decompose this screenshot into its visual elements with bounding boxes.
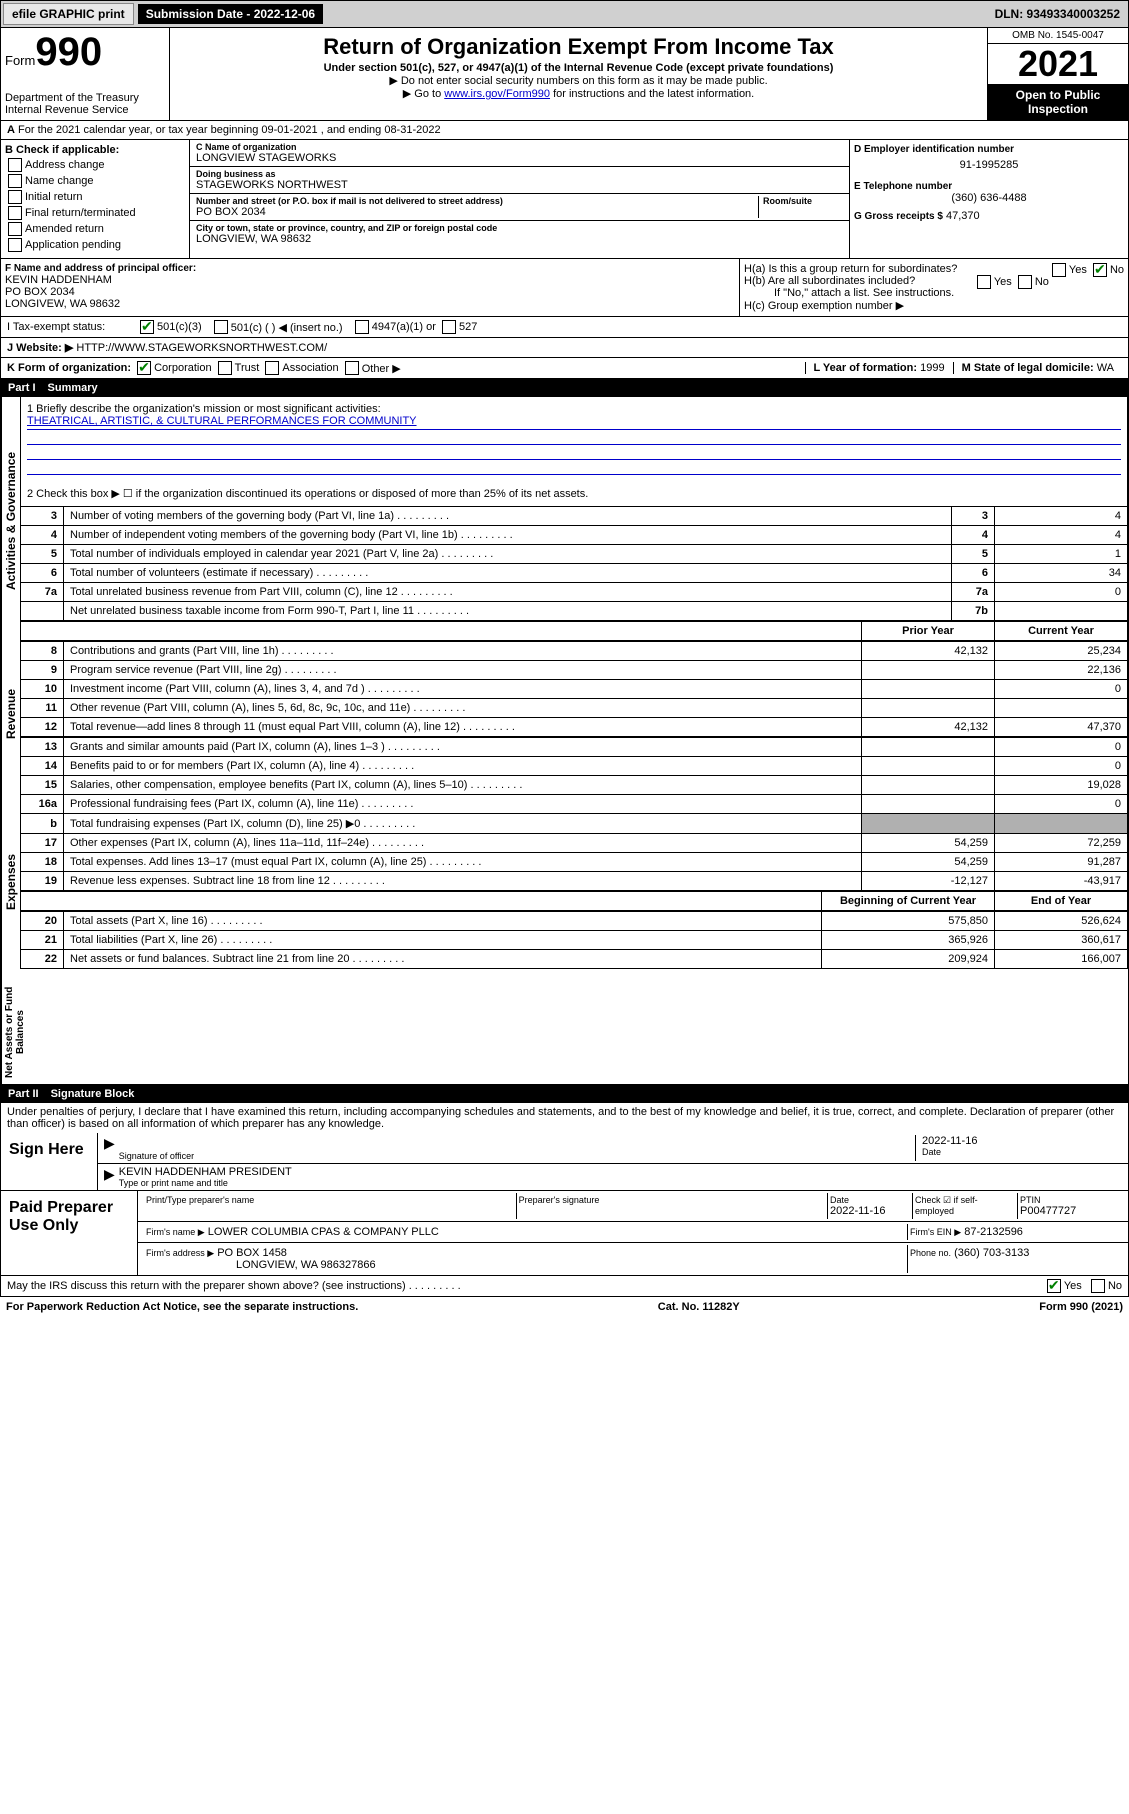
paid-preparer-block: Paid Preparer Use Only Print/Type prepar… [0, 1191, 1129, 1276]
year-header-table: Prior YearCurrent Year [20, 621, 1128, 641]
section-c: C Name of organization LONGVIEW STAGEWOR… [190, 140, 850, 258]
dln-label: DLN: 93493340003252 [995, 7, 1126, 21]
section-fh: F Name and address of principal officer:… [0, 259, 1129, 317]
efile-button[interactable]: efile GRAPHIC print [3, 3, 134, 25]
header-block: B Check if applicable: Address change Na… [0, 140, 1129, 259]
ptin-value: P00477727 [1020, 1205, 1120, 1217]
firm-addr1: PO BOX 1458 [217, 1247, 287, 1259]
website-value: HTTP://WWW.STAGEWORKSNORTHWEST.COM/ [76, 342, 327, 354]
balance-header-table: Beginning of Current YearEnd of Year [20, 891, 1128, 911]
form-title: Return of Organization Exempt From Incom… [174, 34, 983, 60]
check-trust[interactable] [218, 361, 232, 375]
dept-label: Department of the Treasury Internal Reve… [5, 92, 165, 116]
top-bar: efile GRAPHIC print Submission Date - 20… [0, 0, 1129, 28]
netassets-table: 20Total assets (Part X, line 16)575,8505… [20, 911, 1128, 969]
org-name: LONGVIEW STAGEWORKS [196, 152, 843, 164]
form-note1: ▶ Do not enter social security numbers o… [174, 74, 983, 87]
tax-year: 2021 [988, 44, 1128, 84]
revenue-table: 8Contributions and grants (Part VIII, li… [20, 641, 1128, 737]
line-a: A For the 2021 calendar year, or tax yea… [0, 121, 1129, 140]
org-address: PO BOX 2034 [196, 206, 758, 218]
check-initial-return[interactable]: Initial return [5, 190, 185, 204]
org-city: LONGVIEW, WA 98632 [196, 233, 843, 245]
may-irs-row: May the IRS discuss this return with the… [0, 1276, 1129, 1297]
org-dba: STAGEWORKS NORTHWEST [196, 179, 843, 191]
part2-header: Part II Signature Block [0, 1085, 1129, 1103]
mission-box: 1 Briefly describe the organization's mi… [20, 397, 1128, 506]
firm-addr2: LONGVIEW, WA 986327866 [146, 1259, 905, 1271]
section-i: I Tax-exempt status: 501(c)(3) 501(c) ( … [0, 317, 1129, 338]
phone-value: (360) 636-4488 [854, 192, 1124, 204]
irs-link[interactable]: www.irs.gov/Form990 [444, 88, 550, 100]
side-netassets: Net Assets or Fund Balances [1, 981, 20, 1084]
check-name-change[interactable]: Name change [5, 174, 185, 188]
firm-ein: 87-2132596 [964, 1226, 1023, 1238]
side-activities: Activities & Governance [1, 397, 20, 645]
may-irs-yes[interactable] [1047, 1279, 1061, 1293]
check-corporation[interactable] [137, 361, 151, 375]
activities-table: 3Number of voting members of the governi… [20, 506, 1128, 621]
officer-print-name: KEVIN HADDENHAM PRESIDENT [119, 1166, 1122, 1178]
gross-receipts: 47,370 [946, 210, 980, 222]
prep-date: 2022-11-16 [830, 1205, 910, 1217]
form-label: Form [5, 53, 35, 68]
sig-date: 2022-11-16 [922, 1135, 1122, 1147]
omb-number: OMB No. 1545-0047 [988, 28, 1128, 44]
part1-header: Part I Summary [0, 379, 1129, 397]
page-footer: For Paperwork Reduction Act Notice, see … [0, 1297, 1129, 1317]
officer-addr1: PO BOX 2034 [5, 286, 735, 298]
check-application-pending[interactable]: Application pending [5, 238, 185, 252]
officer-addr2: LONGIVEW, WA 98632 [5, 298, 735, 310]
check-amended-return[interactable]: Amended return [5, 222, 185, 236]
submission-date: Submission Date - 2022-12-06 [138, 4, 323, 24]
section-klm: K Form of organization: Corporation Trus… [0, 358, 1129, 379]
check-other[interactable] [345, 361, 359, 375]
officer-name: KEVIN HADDENHAM [5, 274, 735, 286]
form-subtitle: Under section 501(c), 527, or 4947(a)(1)… [174, 62, 983, 74]
check-final-return[interactable]: Final return/terminated [5, 206, 185, 220]
expenses-table: 13Grants and similar amounts paid (Part … [20, 737, 1128, 891]
form-note2: ▶ Go to www.irs.gov/Form990 for instruct… [174, 87, 983, 100]
firm-name: LOWER COLUMBIA CPAS & COMPANY PLLC [208, 1226, 439, 1238]
part1-body: Activities & Governance Revenue Expenses… [0, 397, 1129, 1085]
hb-note: If "No," attach a list. See instructions… [744, 287, 1124, 299]
may-irs-no[interactable] [1091, 1279, 1105, 1293]
form-header: Form990 Department of the Treasury Inter… [0, 28, 1129, 121]
check-association[interactable] [265, 361, 279, 375]
ha-row: H(a) Is this a group return for subordin… [744, 263, 1124, 275]
declaration-text: Under penalties of perjury, I declare th… [0, 1103, 1129, 1133]
mission-text: THEATRICAL, ARTISTIC, & CULTURAL PERFORM… [27, 415, 417, 427]
open-inspection: Open to Public Inspection [988, 84, 1128, 120]
firm-phone: (360) 703-3133 [954, 1247, 1029, 1259]
check-501c3[interactable] [140, 320, 154, 334]
section-deg: D Employer identification number 91-1995… [850, 140, 1128, 258]
year-formation: 1999 [920, 362, 944, 374]
check-527[interactable] [442, 320, 456, 334]
section-b: B Check if applicable: Address change Na… [1, 140, 190, 258]
form-number: 990 [35, 30, 102, 74]
check-4947[interactable] [355, 320, 369, 334]
check-address-change[interactable]: Address change [5, 158, 185, 172]
side-revenue: Revenue [1, 645, 20, 783]
section-j: J Website: ▶ HTTP://WWW.STAGEWORKSNORTHW… [0, 338, 1129, 358]
side-expenses: Expenses [1, 783, 20, 981]
state-domicile: WA [1097, 362, 1114, 374]
hc-row: H(c) Group exemption number ▶ [744, 299, 1124, 312]
ein-value: 91-1995285 [854, 155, 1124, 175]
check-501c[interactable] [214, 320, 228, 334]
sign-here-block: Sign Here ▶ Signature of officer 2022-11… [0, 1133, 1129, 1191]
